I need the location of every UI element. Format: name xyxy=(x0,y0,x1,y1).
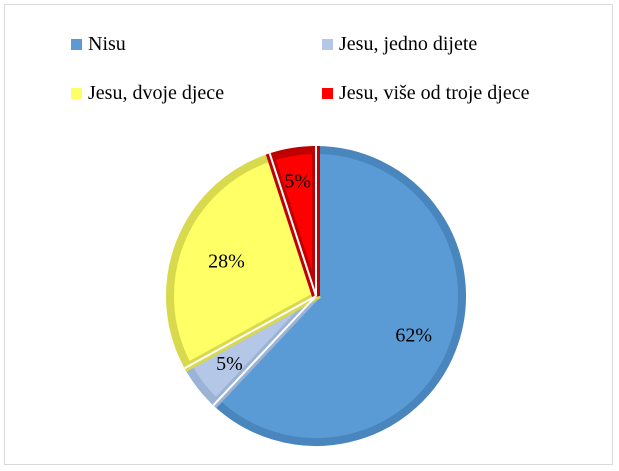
chart-frame: Nisu Jesu, jedno dijete Jesu, dvoje djec… xyxy=(4,4,613,465)
slice-separator xyxy=(212,295,317,407)
data-label-4: 5% xyxy=(284,171,311,193)
data-label-3: 28% xyxy=(208,251,245,273)
data-label-1: 62% xyxy=(395,325,432,347)
slice-separator xyxy=(184,295,317,370)
legend-label: Nisu xyxy=(88,33,126,55)
legend-item-dvoje-djece: Jesu, dvoje djece xyxy=(71,82,224,105)
legend: Nisu Jesu, jedno dijete Jesu, dvoje djec… xyxy=(5,5,612,105)
legend-label: Jesu, dvoje djece xyxy=(88,82,225,104)
pie-slice-1 xyxy=(210,145,466,446)
legend-item-jedno-dijete: Jesu, jedno dijete xyxy=(322,33,477,56)
legend-item-nisu: Nisu xyxy=(71,33,126,56)
slice-separator xyxy=(268,153,317,297)
legend-swatch-nisu xyxy=(71,39,82,50)
legend-label: Jesu, više od troje djece xyxy=(339,82,530,104)
pie-slice-3 xyxy=(166,152,321,372)
legend-item-vise-od-troje: Jesu, više od troje djece xyxy=(322,82,530,105)
legend-label: Jesu, jedno dijete xyxy=(339,33,478,55)
legend-swatch-jedno-dijete xyxy=(322,39,333,50)
legend-swatch-dvoje-djece xyxy=(71,88,82,99)
pie-chart: 62% 5% 28% 5% xyxy=(166,145,466,446)
legend-swatch-vise-od-troje xyxy=(322,88,333,99)
data-label-2: 5% xyxy=(216,353,243,375)
